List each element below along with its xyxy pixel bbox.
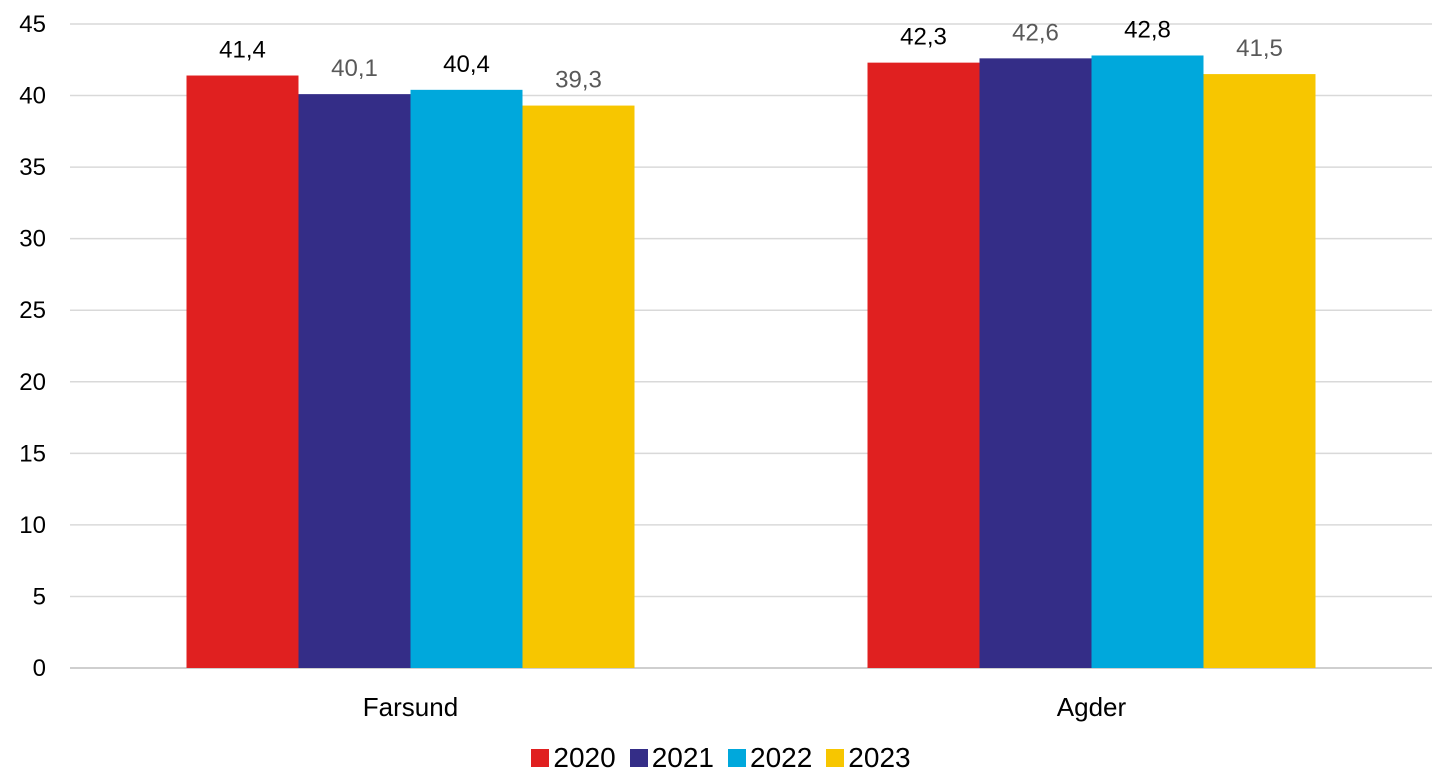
legend-label: 2022 — [750, 742, 813, 773]
x-axis-categories: Farsund Agder — [363, 692, 1127, 722]
legend-item-2021: 2021 — [629, 742, 714, 774]
y-tick-label: 20 — [19, 369, 46, 396]
y-tick-label: 45 — [19, 11, 46, 38]
data-label-2021-Farsund: 40,1 — [331, 55, 378, 82]
legend-item-2020: 2020 — [531, 742, 616, 774]
x-category-label: Agder — [1057, 692, 1127, 722]
legend-item-2023: 2023 — [826, 742, 911, 774]
y-axis-ticks: 0 5 10 15 20 25 30 35 40 45 — [19, 11, 46, 682]
data-label-2022-Farsund: 40,4 — [443, 51, 490, 78]
bar-2020-Agder — [867, 62, 980, 668]
legend-label: 2020 — [553, 742, 616, 773]
legend-swatch — [728, 749, 746, 767]
y-tick-label: 0 — [33, 655, 46, 682]
bar-2023-Farsund — [522, 105, 635, 668]
data-label-2020-Farsund: 41,4 — [219, 37, 266, 64]
y-tick-label: 35 — [19, 154, 46, 181]
y-tick-label: 15 — [19, 440, 46, 467]
bar-2023-Agder — [1203, 74, 1316, 669]
bar-2020-Farsund — [186, 75, 299, 668]
legend-swatch — [826, 749, 845, 767]
bar-2021-Farsund — [298, 94, 411, 668]
legend: 2020 2021 2022 2023 — [0, 740, 1442, 776]
data-label-2020-Agder: 42,3 — [900, 24, 947, 51]
bar-2021-Agder — [979, 58, 1092, 668]
legend-label: 2021 — [651, 742, 714, 773]
data-label-2023-Farsund: 39,3 — [555, 67, 602, 94]
bar-2022-Farsund — [410, 89, 523, 668]
bars — [186, 55, 1316, 669]
y-tick-label: 10 — [19, 512, 46, 539]
x-category-label: Farsund — [363, 692, 458, 722]
data-label-2023-Agder: 41,5 — [1236, 35, 1283, 62]
legend-label: 2023 — [848, 742, 911, 773]
bar-2022-Agder — [1091, 55, 1204, 669]
legend-swatch — [531, 749, 550, 767]
y-tick-label: 5 — [33, 583, 46, 610]
y-tick-label: 25 — [19, 297, 46, 324]
data-labels: 41,4 40,1 40,4 39,3 42,3 42,6 42,8 41,5 — [219, 16, 1283, 93]
legend-swatch — [629, 749, 648, 767]
legend-item-2022: 2022 — [728, 742, 812, 774]
y-tick-label: 30 — [19, 226, 46, 253]
data-label-2021-Agder: 42,6 — [1012, 19, 1059, 46]
y-tick-label: 40 — [19, 83, 46, 110]
data-label-2022-Agder: 42,8 — [1124, 16, 1171, 43]
